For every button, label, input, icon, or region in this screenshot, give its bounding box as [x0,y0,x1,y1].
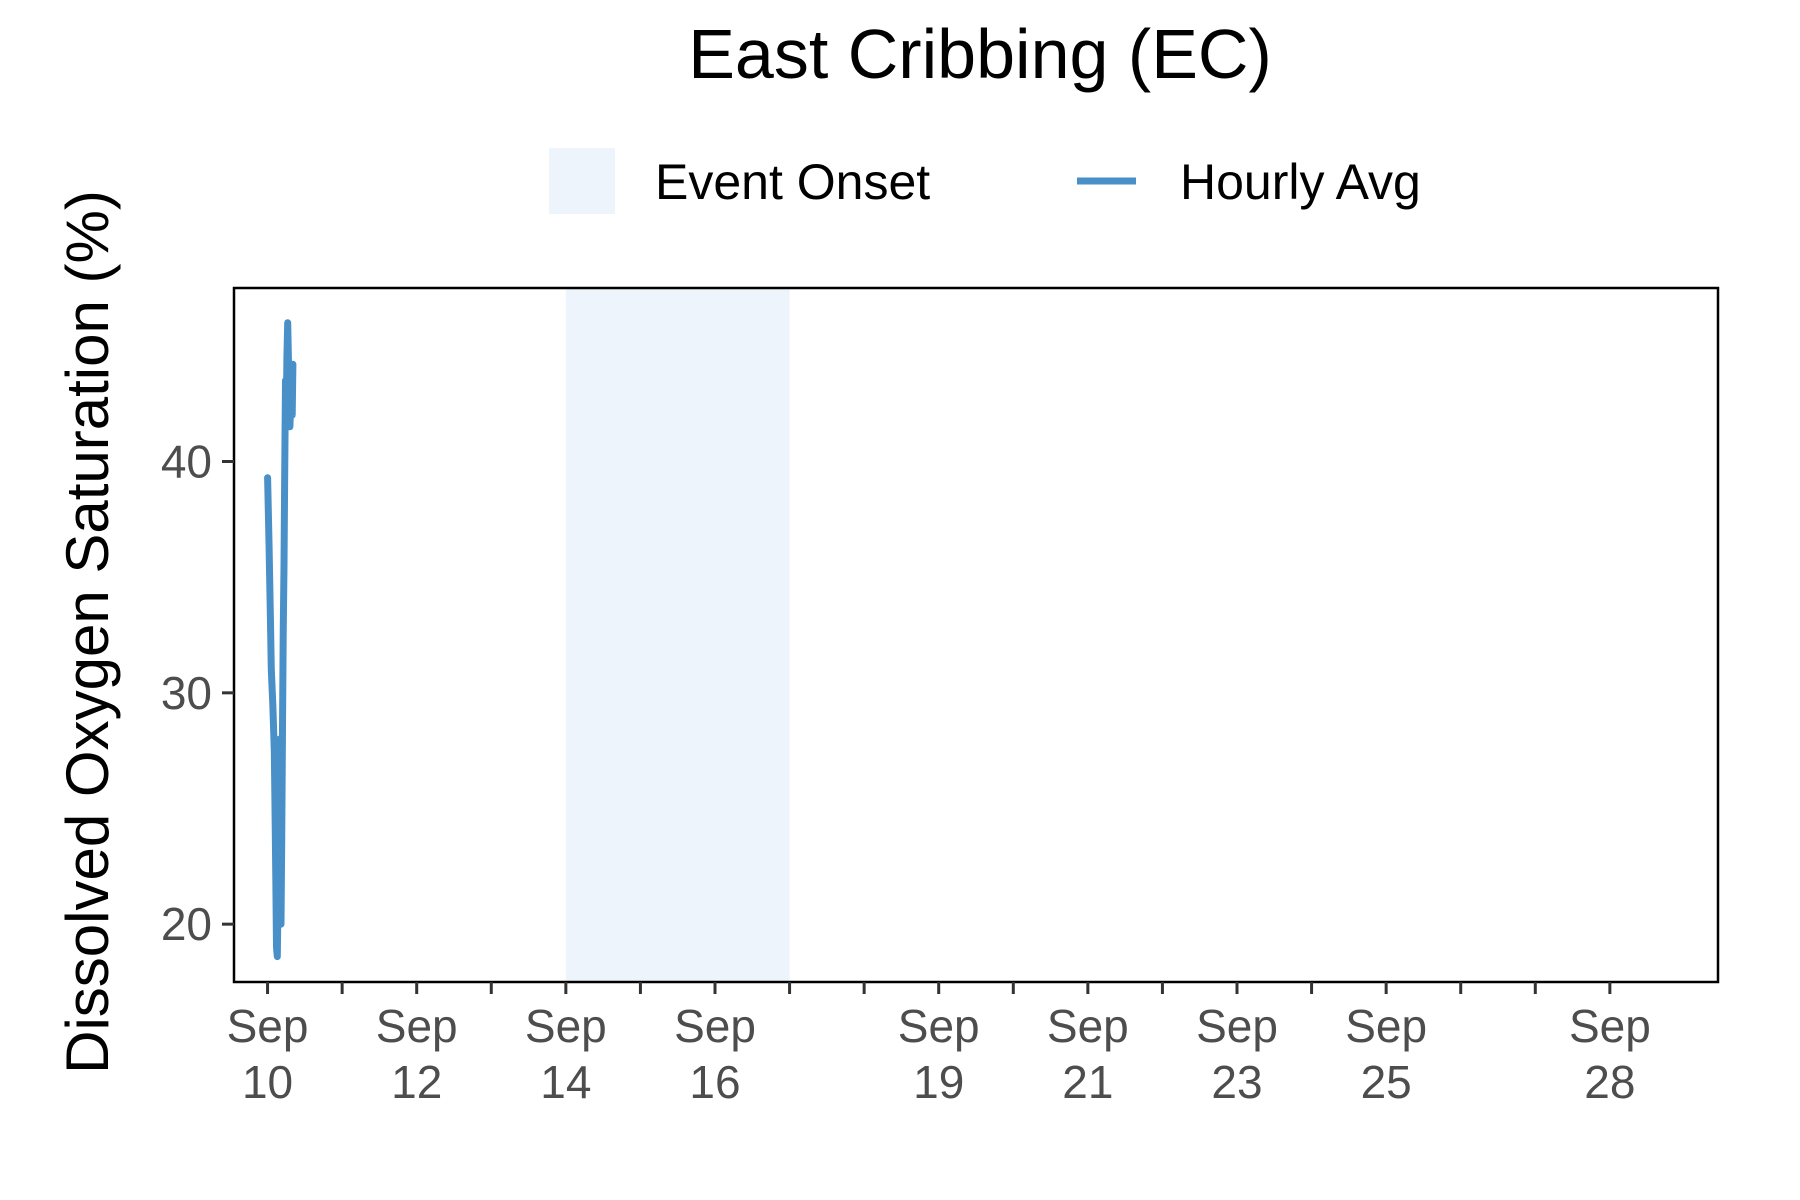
legend: Event Onset Hourly Avg [549,148,1421,214]
x-tick-label: Sep 21 [1047,1000,1129,1108]
y-tick-label: 30 [161,667,212,719]
x-axis: Sep 10 Sep 12 Sep 14 Sep 16 Sep 19 Sep 21 Sep 23 Sep 25… [227,982,1651,1108]
x-tick-label: Sep 19 [898,1000,980,1108]
event-onset-band [565,288,790,982]
legend-key-event-onset [549,148,615,214]
x-tick-label: Sep 14 [525,1000,607,1108]
legend-label-hourly-avg: Hourly Avg [1180,154,1421,210]
x-tick-label: Sep 25 [1345,1000,1427,1108]
y-tick-label: 20 [161,898,212,950]
x-tick-label: Sep 16 [674,1000,756,1108]
chart-title: East Cribbing (EC) [688,15,1272,93]
panel-border [232,286,1720,984]
x-tick-label: Sep 10 [227,1000,309,1108]
plot-panel [232,286,1720,984]
y-axis: 20 30 40 [161,436,234,950]
x-tick-label: Sep 12 [376,1000,458,1108]
plot-background [234,288,1718,982]
y-axis-label: Dissolved Oxygen Saturation (%) [54,190,121,1074]
series-line-hourly-avg [264,319,297,961]
legend-label-event-onset: Event Onset [655,154,930,210]
x-tick-label: Sep 23 [1196,1000,1278,1108]
y-tick-label: 40 [161,436,212,488]
x-tick-label: Sep 28 [1569,1000,1651,1108]
